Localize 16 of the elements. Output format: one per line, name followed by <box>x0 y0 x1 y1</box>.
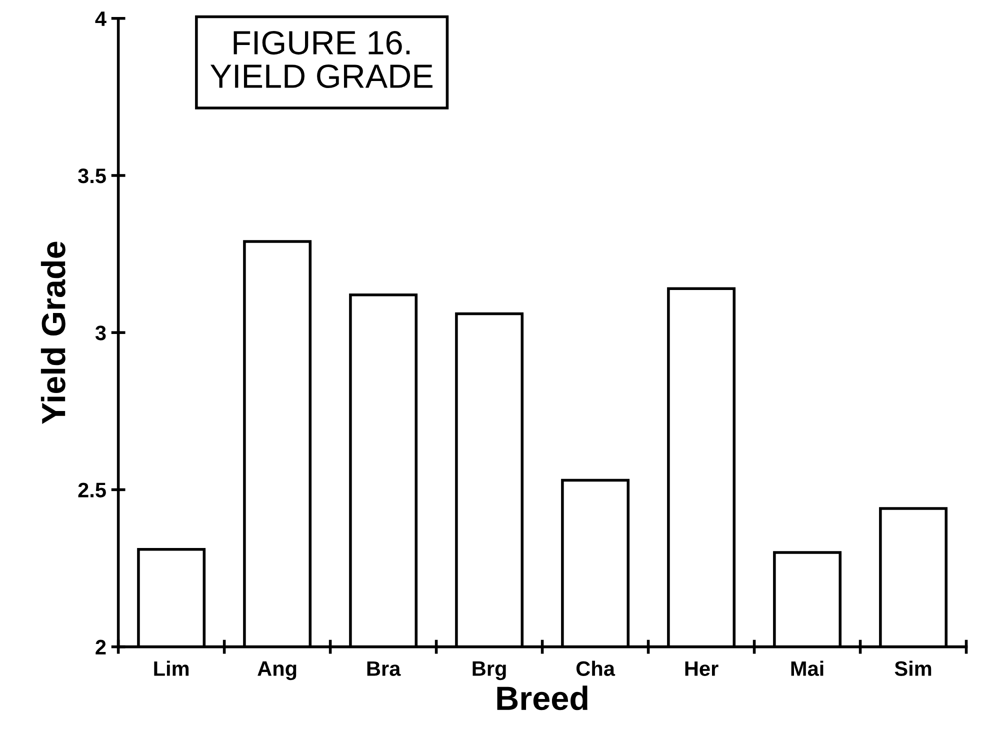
y-tick-label: 3 <box>95 326 106 340</box>
y-axis-title: Yield Grade <box>40 242 66 424</box>
y-tick-label: 4 <box>95 12 106 26</box>
x-tick-label: Cha <box>576 660 616 676</box>
y-tick-label: 2 <box>96 640 106 654</box>
y-tick-label: 2.5 <box>78 482 106 498</box>
x-tick-label: Bra <box>367 661 401 676</box>
x-tick-label: Brg <box>472 661 506 680</box>
y-tick-label: 3.5 <box>78 168 106 184</box>
x-axis-title: Breed <box>497 686 588 710</box>
x-tick-label: Her <box>685 661 718 676</box>
text: FIGURE 16. YIELD GRADE <box>210 30 432 88</box>
x-tick-label: Sim <box>894 660 932 676</box>
x-tick-label: Mai <box>791 660 824 676</box>
x-tick-label: Ang <box>258 661 296 680</box>
x-tick-label: Lim <box>154 660 189 676</box>
